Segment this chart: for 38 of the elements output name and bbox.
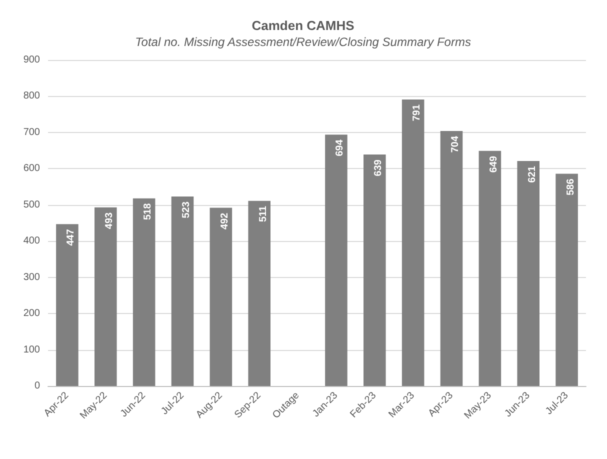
y-tick-label: 400	[23, 236, 40, 247]
chart-subtitle: Total no. Missing Assessment/Review/Closing Summary Forms	[135, 35, 471, 49]
y-tick-label: 200	[23, 308, 40, 320]
bar	[440, 130, 463, 386]
data-label: 791	[412, 104, 423, 122]
data-label: 649	[488, 155, 500, 173]
bar	[402, 99, 424, 386]
bar	[556, 174, 578, 386]
y-tick-label: 600	[23, 163, 40, 174]
bar	[248, 200, 270, 386]
y-tick-label: 700	[23, 126, 40, 138]
y-tick-label: 900	[23, 54, 40, 66]
data-label: 518	[142, 202, 154, 220]
y-tick-label: 0	[34, 380, 40, 392]
data-label: 492	[219, 212, 230, 230]
bar	[325, 134, 348, 386]
y-tick-label: 500	[23, 199, 40, 210]
data-label: 523	[181, 201, 192, 218]
data-label: 639	[373, 159, 384, 176]
data-label: 586	[565, 178, 576, 196]
y-tick-label: 300	[23, 272, 40, 283]
bar	[210, 208, 232, 386]
bar	[132, 198, 156, 386]
data-label: 447	[66, 228, 77, 246]
data-label: 621	[526, 166, 538, 183]
bar	[94, 207, 117, 386]
y-tick-label: 100	[23, 344, 40, 356]
bar	[171, 196, 194, 386]
y-tick-label: 800	[23, 90, 40, 102]
data-label: 694	[334, 139, 346, 156]
bar	[478, 150, 502, 386]
bar	[517, 161, 540, 386]
bar	[56, 224, 78, 386]
data-label: 493	[104, 212, 116, 230]
data-label: 704	[450, 136, 461, 153]
chart-title: Camden CAMHS	[252, 18, 355, 33]
data-label: 511	[258, 205, 269, 222]
bar	[364, 154, 386, 386]
